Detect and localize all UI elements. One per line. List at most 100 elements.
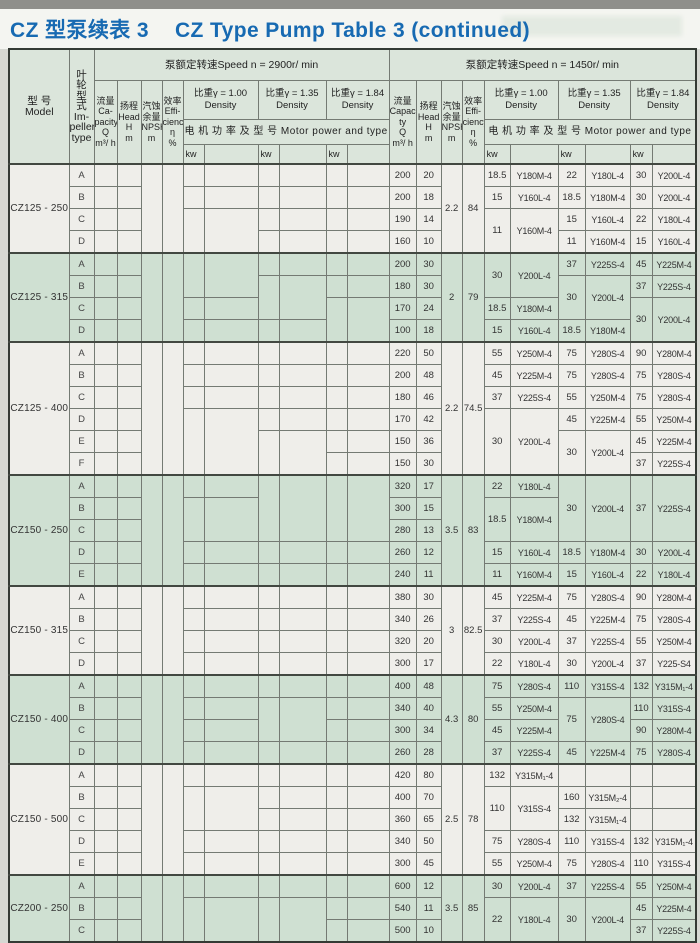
data-cell: 65 xyxy=(415,808,442,831)
data-cell: 75 xyxy=(483,830,511,853)
data-cell: Y225M-4 xyxy=(651,430,697,453)
header-density-135-2900: 比重γ = 1.35 Density xyxy=(257,80,327,120)
empty-2900-cell xyxy=(346,719,390,742)
empty-2900-cell xyxy=(203,697,259,720)
empty-2900-cell xyxy=(203,186,259,209)
model-cell: CZ150 - 315 xyxy=(8,585,70,676)
data-cell: 110 xyxy=(629,852,653,876)
data-cell: 75 xyxy=(483,674,511,698)
empty-2900-cell xyxy=(116,452,142,476)
empty-2900-cell xyxy=(203,252,259,298)
empty-2900-cell xyxy=(203,386,259,409)
empty-2900-cell xyxy=(182,830,205,853)
data-cell: 160 xyxy=(388,230,417,254)
data-cell: Y225S-4 xyxy=(651,452,697,476)
empty-2900-cell xyxy=(203,897,259,943)
header-kw: kw xyxy=(182,144,205,165)
data-cell: Y250M-4 xyxy=(651,630,697,653)
empty-2900-cell xyxy=(93,408,118,431)
empty-2900-cell xyxy=(278,874,327,898)
data-cell xyxy=(651,786,697,809)
empty-2900-cell xyxy=(203,541,259,564)
table-row: D 340 50 75 Y280S-4 110 Y315S-4 132 Y315M₁-4 xyxy=(9,830,697,853)
empty-2900-cell xyxy=(116,341,142,365)
empty-2900-cell xyxy=(325,697,348,720)
impeller-cell: D xyxy=(68,541,95,564)
empty-2900-cell xyxy=(116,541,142,564)
scan-bleed-artifact xyxy=(502,16,682,36)
data-cell: Y200L-4 xyxy=(584,652,631,676)
empty-2900-cell xyxy=(257,808,280,831)
data-cell: Y160L-4 xyxy=(584,208,631,231)
data-cell: 600 xyxy=(388,874,417,898)
empty-2900-cell xyxy=(182,719,205,742)
empty-2900-cell xyxy=(325,786,348,809)
data-cell: 90 xyxy=(629,585,653,609)
data-cell: Y200L-4 xyxy=(509,408,559,476)
data-cell: Y225S-4 xyxy=(509,741,559,765)
empty-2900-cell xyxy=(93,786,118,809)
empty-2900-cell xyxy=(325,719,348,742)
empty-2900-cell xyxy=(203,163,259,187)
empty-2900-cell xyxy=(182,608,205,631)
empty-2900-cell xyxy=(203,741,259,765)
data-cell: Y180M-4 xyxy=(584,541,631,564)
header-motor-type-blank xyxy=(203,144,259,165)
empty-2900-cell xyxy=(116,585,142,609)
empty-2900-cell xyxy=(116,430,142,453)
impeller-cell: F xyxy=(68,452,95,476)
data-cell: Y250M-4 xyxy=(509,341,559,365)
empty-2900-cell xyxy=(257,474,280,542)
empty-2900-cell xyxy=(325,741,348,765)
impeller-cell: D xyxy=(68,830,95,853)
header-kw: kw xyxy=(325,144,348,165)
header-capacity-1450: 流量 Capaci- ty Q m³/ h xyxy=(388,80,417,165)
data-cell: 200 xyxy=(388,252,417,276)
impeller-cell: B xyxy=(68,897,95,920)
impeller-cell: B xyxy=(68,364,95,387)
data-cell: 170 xyxy=(388,408,417,431)
empty-2900-cell xyxy=(93,163,118,187)
data-cell: 75 xyxy=(629,741,653,765)
empty-2900-cell xyxy=(93,275,118,298)
empty-2900-cell xyxy=(257,585,280,609)
data-cell: 90 xyxy=(629,719,653,742)
data-cell: 132 xyxy=(557,808,586,831)
empty-2900-cell xyxy=(278,230,327,254)
data-cell: 30 xyxy=(557,474,586,542)
header-motor-type-blank xyxy=(584,144,631,165)
empty-2900-cell xyxy=(257,652,280,676)
empty-2900-cell xyxy=(140,341,163,476)
data-cell: 46 xyxy=(415,386,442,409)
data-cell: 45 xyxy=(557,741,586,765)
data-cell: 37 xyxy=(483,608,511,631)
data-cell: 15 xyxy=(483,541,511,564)
empty-2900-cell xyxy=(182,697,205,720)
data-cell: Y225S-4 xyxy=(509,608,559,631)
header-motor-type-blank xyxy=(509,144,559,165)
table-row: CZ150 - 315 A 380 30 3 82.5 45 Y225M-4 75 Y280S-4… xyxy=(8,585,697,676)
impeller-cell: B xyxy=(68,497,95,520)
data-cell: Y315M₁-4 xyxy=(509,763,559,787)
empty-2900-cell xyxy=(257,341,280,365)
empty-2900-cell xyxy=(346,452,390,476)
empty-2900-cell xyxy=(257,786,280,809)
data-cell: 340 xyxy=(388,608,417,631)
empty-2900-cell xyxy=(116,230,142,254)
impeller-cell: C xyxy=(68,630,95,653)
data-cell: Y200L-4 xyxy=(509,630,559,653)
empty-2900-cell xyxy=(325,386,348,409)
empty-2900-cell xyxy=(116,741,142,765)
data-cell: Y200L-4 xyxy=(651,163,697,187)
data-cell: 55 xyxy=(483,852,511,876)
empty-2900-cell xyxy=(325,474,348,542)
header-row-motor: 电 机 功 率 及 型 号 Motor power and type 电 机 功… xyxy=(9,119,697,145)
empty-2900-cell xyxy=(116,252,142,276)
data-cell: 170 xyxy=(388,297,417,320)
data-cell: 82.5 xyxy=(461,585,485,676)
table-row: E 240 11 11 Y160M-4 15 Y160L-4 22 Y180L-4 xyxy=(9,563,697,587)
empty-2900-cell xyxy=(257,674,280,698)
empty-2900-cell xyxy=(257,897,280,943)
data-cell: 280 xyxy=(388,519,417,542)
empty-2900-cell xyxy=(203,341,259,365)
